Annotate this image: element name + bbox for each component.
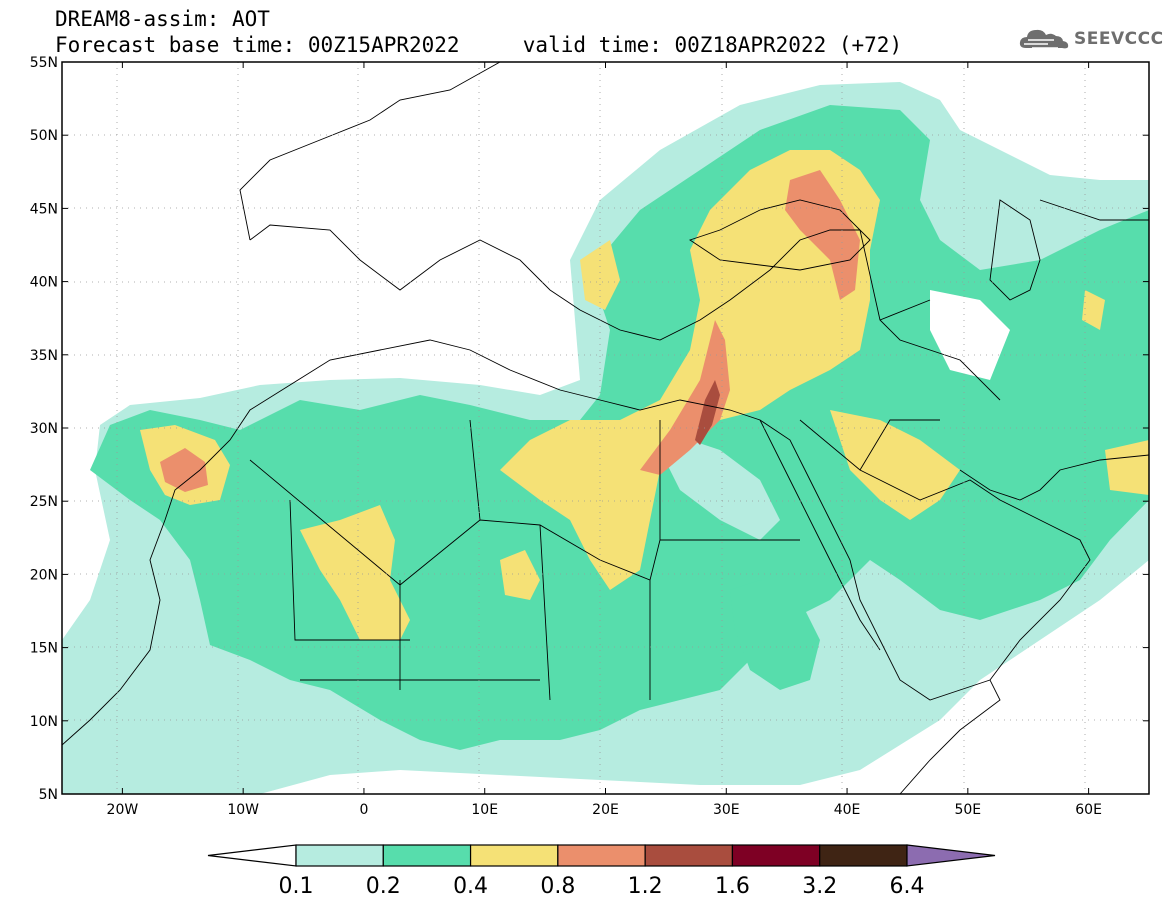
lat-label-5N: 5N [39,787,58,803]
lon-label-40E: 40E [834,802,861,818]
black-sea [688,199,871,271]
caspian-sea [989,199,1041,301]
lat-label-10N: 10N [30,714,58,730]
colorbar: 0.1 0.2 0.4 0.8 1.2 1.6 3.2 6.4 [207,844,996,899]
lon-label-30E: 30E [713,802,740,818]
colorbar-swatch [819,844,908,867]
colorbar-low-triangle [207,844,297,867]
lat-label-35N: 35N [30,348,58,364]
colorbar-swatch [382,844,472,867]
aot-band-0.4-greece [580,240,620,310]
aot-band-0.8-morocco [160,448,208,492]
lon-label-50E: 50E [954,802,981,818]
aot-band-0.8-libya [640,320,730,475]
colorbar-swatch [644,844,734,867]
aot-band-0.4-gulf [1105,440,1149,495]
lon-label-20E: 20E [592,802,619,818]
cloud-icon [1019,29,1069,49]
colorbar-swatch [731,844,821,867]
lon-label-60E: 60E [1075,802,1102,818]
longitude-labels: 20W 10W 0 10E 20E 30E 40E 50E 60E [107,802,1102,818]
colorbar-label-1.2: 1.2 [628,874,663,899]
red-sea [759,419,881,651]
lat-label-25N: 25N [30,494,58,510]
colorbar-label-0.8: 0.8 [540,874,575,899]
clear-gap-2 [930,290,1010,380]
arabia-coast [799,419,1091,681]
colorbar-label-6.4: 6.4 [890,874,925,899]
lat-label-40N: 40N [30,275,58,291]
coastlines [62,62,1149,794]
colorbar-label-3.2: 3.2 [802,874,837,899]
map-title: DREAM8-assim: AOT [55,7,270,31]
latitude-labels: 55N 50N 45N 40N 35N 30N 25N 20N 15N 10N 5N [30,55,58,803]
aot-band-0.4-mideast [830,410,960,520]
axis-ticks [62,61,1149,795]
colorbar-label-0.4: 0.4 [453,874,488,899]
asia-borders [859,199,1149,471]
lon-label-20W: 20W [107,802,139,818]
colorbar-label-0.2: 0.2 [366,874,401,899]
aot-band-0.2-east [730,580,820,690]
africa-coast [62,339,1001,794]
lon-label-10W: 10W [227,802,259,818]
lat-label-45N: 45N [30,201,58,217]
aot-band-0.4-arabia [1082,290,1105,330]
logo-text: SEEVCCC [1074,29,1164,49]
lat-label-20N: 20N [30,567,58,583]
aot-band-1.2 [695,380,720,445]
lon-label-0: 0 [359,802,368,818]
colorbar-label-0.1: 0.1 [279,874,314,899]
lat-label-30N: 30N [30,421,58,437]
lat-label-15N: 15N [30,641,58,657]
aot-band-0.4-sahara [300,505,410,640]
africa-borders [249,419,800,701]
forecast-time-line: Forecast base time: 00Z15APR2022 valid t… [55,33,903,57]
gridlines [62,62,1149,794]
persian-gulf [959,454,1149,501]
colorbar-high-triangle [906,844,996,867]
clear-gap-1 [660,430,780,540]
lat-label-55N: 55N [30,55,58,71]
seevccc-logo: SEEVCCC [1018,26,1164,52]
aot-band-0.8-ukraine [785,170,860,300]
aot-field [62,82,1149,794]
colorbar-label-1.6: 1.6 [715,874,750,899]
colorbar-swatch [469,844,559,867]
europe-north [239,62,501,241]
colorbar-swatch [557,844,646,867]
colorbar-swatch [295,844,384,867]
aot-band-0.4-nile [500,550,540,600]
aot-band-0.4-main [500,150,880,590]
lat-label-50N: 50N [30,128,58,144]
lon-label-10E: 10E [471,802,498,818]
europe-coast [249,224,860,341]
